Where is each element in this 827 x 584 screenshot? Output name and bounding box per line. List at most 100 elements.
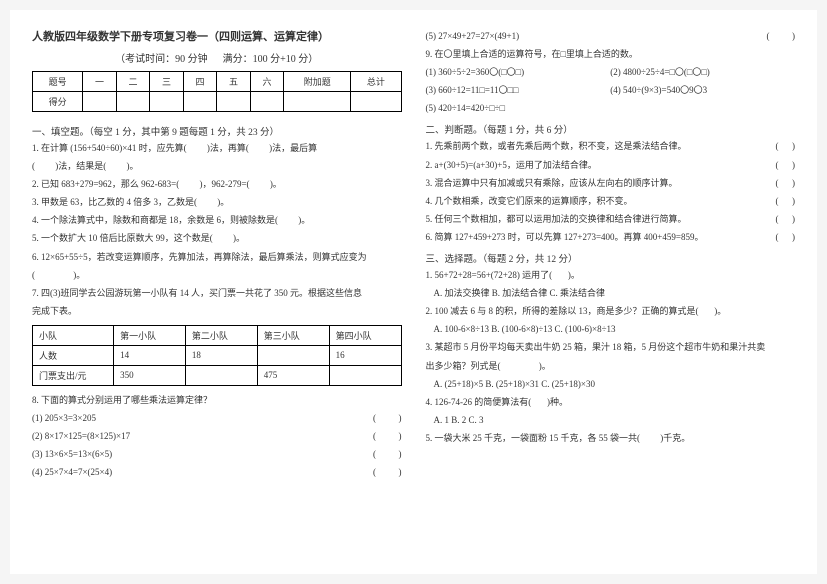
team-cell: 475 — [257, 365, 329, 385]
team-cell: 小队 — [33, 325, 114, 345]
j5-text: 5. 任何三个数相加，都可以运用加法的交换律和结合律进行简算。 — [426, 211, 687, 228]
q4: 4. 一个除法算式中，除数和商都是 18，余数是 6，则被除数是( )。 — [32, 212, 402, 229]
q7-text: 完成下表。 — [32, 306, 77, 316]
blank: ( ) — [373, 428, 402, 445]
q2-text: 2. 已知 683+279=962，那么 962-683=( — [32, 179, 179, 189]
paren: ( — [776, 214, 779, 224]
q6-text: ( — [32, 270, 35, 280]
q3-text: 3. 甲数是 63，比乙数的 4 倍多 3，乙数是( — [32, 197, 197, 207]
q3-text: )。 — [217, 197, 229, 207]
worksheet-page: 人教版四年级数学下册专项复习卷一（四则运算、运算定律） （考试时间：90 分钟 … — [10, 10, 817, 574]
paren: ( — [373, 431, 376, 441]
score-header: 四 — [183, 72, 217, 92]
paren: ) — [792, 214, 795, 224]
team-cell: 人数 — [33, 345, 114, 365]
paren: ( — [776, 160, 779, 170]
paren: ) — [792, 31, 795, 41]
paren: ) — [399, 449, 402, 459]
s2: 2. 100 减去 6 与 8 的积，所得的差除以 13，商是多少？正确的算式是… — [426, 303, 796, 320]
team-cell: 18 — [185, 345, 257, 365]
blank: ( ) — [373, 410, 402, 427]
team-cell: 门票支出/元 — [33, 365, 114, 385]
s2-text: )。 — [714, 306, 726, 316]
j6-text: 6. 简算 127+459+273 时，可以先算 127+273=400。再算 … — [426, 229, 704, 246]
paren: ) — [792, 232, 795, 242]
q1: 1. 在计算 (156+540÷60)×41 时，应先算( )法，再算( )法，… — [32, 140, 402, 157]
score-cell — [183, 92, 217, 112]
s4-text: 4. 126-74-26 的简便算法有( — [426, 397, 532, 407]
paren: ) — [792, 178, 795, 188]
blank: ( ) — [776, 193, 796, 210]
q1-text: )。 — [127, 161, 139, 171]
q1-cont: ( )法，结果是( )。 — [32, 158, 402, 175]
team-table: 小队 第一小队 第二小队 第三小队 第四小队 人数 14 18 16 门票支出/… — [32, 325, 402, 386]
j1: 1. 先乘前两个数，或者先乘后两个数，积不变，这是乘法结合律。 ( ) — [426, 138, 796, 155]
score-row-label: 得分 — [33, 92, 83, 112]
j3-text: 3. 混合运算中只有加减或只有乘除，应该从左向右的顺序计算。 — [426, 175, 678, 192]
paren: ( — [776, 196, 779, 206]
q8-3: (3) 13×6×5=13×(6×5) ( ) — [32, 446, 402, 463]
doc-subtitle: （考试时间：90 分钟 满分：100 分+10 分） — [32, 50, 402, 65]
q9-row1: (1) 360÷5÷2=360〇(□〇□) (2) 4800÷25÷4=□〇(□… — [426, 64, 796, 81]
j2: 2. a+(30+5)=(a+30)+5，运用了加法结合律。 ( ) — [426, 157, 796, 174]
team-cell: 第二小队 — [185, 325, 257, 345]
left-column: 人教版四年级数学下册专项复习卷一（四则运算、运算定律） （考试时间：90 分钟 … — [32, 28, 402, 556]
q6-cont: ( )。 — [32, 267, 402, 284]
j2-text: 2. a+(30+5)=(a+30)+5，运用了加法结合律。 — [426, 157, 597, 174]
q4-text: 4. 一个除法算式中，除数和商都是 18，余数是 6，则被除数是( — [32, 215, 278, 225]
table-row: 得分 — [33, 92, 402, 112]
j3: 3. 混合运算中只有加减或只有乘除，应该从左向右的顺序计算。 ( ) — [426, 175, 796, 192]
q7-cont: 完成下表。 — [32, 303, 402, 320]
q2: 2. 已知 683+279=962，那么 962-683=( )，962-279… — [32, 176, 402, 193]
paren: ) — [399, 413, 402, 423]
paren: ) — [399, 431, 402, 441]
blank: ( ) — [767, 28, 796, 45]
q9-2: (2) 4800÷25÷4=□〇(□〇□) — [610, 64, 795, 81]
q7: 7. 四(3)班同学去公园游玩第一小队有 14 人，买门票一共花了 350 元。… — [32, 285, 402, 302]
score-header: 题号 — [33, 72, 83, 92]
s4-text: )种。 — [547, 397, 568, 407]
q5-text: )。 — [233, 233, 245, 243]
s4-opts: A. 1 B. 2 C. 3 — [426, 412, 796, 429]
q5-text: 5. 一个数扩大 10 倍后比原数大 99，这个数是( — [32, 233, 213, 243]
blank: ( ) — [373, 446, 402, 463]
s1: 1. 56+72+28=56+(72+28) 运用了( )。 — [426, 267, 796, 284]
paren: ( — [767, 31, 770, 41]
q1-text: )法，最后算 — [269, 143, 317, 153]
paren: ) — [792, 160, 795, 170]
q8-5: (5) 27×49+27=27×(49+1) ( ) — [426, 28, 796, 45]
q9-1: (1) 360÷5÷2=360〇(□〇□) — [426, 64, 611, 81]
q8-2: (2) 8×17×125=(8×125)×17 ( ) — [32, 428, 402, 445]
paren: ( — [776, 178, 779, 188]
section-3-head: 三、选择题。（每题 2 分，共 12 分） — [426, 251, 796, 265]
table-row: 门票支出/元 350 475 — [33, 365, 402, 385]
paren: ) — [792, 141, 795, 151]
s5-text: 5. 一袋大米 25 千克，一袋面粉 15 千克，各 55 袋一共( — [426, 433, 641, 443]
blank: ( ) — [776, 229, 796, 246]
q9-row2: (3) 660÷12=11□=11〇□□ (4) 540÷(9×3)=540〇9… — [426, 82, 796, 99]
q1-text: )法，再算( — [207, 143, 249, 153]
score-cell — [217, 92, 251, 112]
s1-text: )。 — [568, 270, 580, 280]
score-cell — [150, 92, 184, 112]
team-cell — [185, 365, 257, 385]
s1-opts: A. 加法交换律 B. 加法结合律 C. 乘法结合律 — [426, 285, 796, 302]
table-row: 小队 第一小队 第二小队 第三小队 第四小队 — [33, 325, 402, 345]
paren: ) — [399, 467, 402, 477]
q3: 3. 甲数是 63，比乙数的 4 倍多 3，乙数是( )。 — [32, 194, 402, 211]
s3-opts: A. (25+18)×5 B. (25+18)×31 C. (25+18)×30 — [426, 376, 796, 393]
q1-text: )法，结果是( — [55, 161, 106, 171]
s3a: 3. 某超市 5 月份平均每天卖出牛奶 25 箱，果汁 18 箱，5 月份这个超… — [426, 339, 796, 356]
j4: 4. 几个数相乘，改变它们原来的运算顺序，积不变。 ( ) — [426, 193, 796, 210]
team-cell — [257, 345, 329, 365]
s4: 4. 126-74-26 的简便算法有( )种。 — [426, 394, 796, 411]
q2-text: )，962-279=( — [199, 179, 249, 189]
blank: ( ) — [776, 211, 796, 228]
paren: ) — [792, 196, 795, 206]
score-cell — [116, 92, 150, 112]
q4-text: )。 — [298, 215, 310, 225]
q8-4-text: (4) 25×7×4=7×(25×4) — [32, 464, 112, 481]
right-column: (5) 27×49+27=27×(49+1) ( ) 9. 在〇里填上合适的运算… — [426, 28, 796, 556]
q8-5-text: (5) 27×49+27=27×(49+1) — [426, 28, 520, 45]
score-cell — [284, 92, 351, 112]
